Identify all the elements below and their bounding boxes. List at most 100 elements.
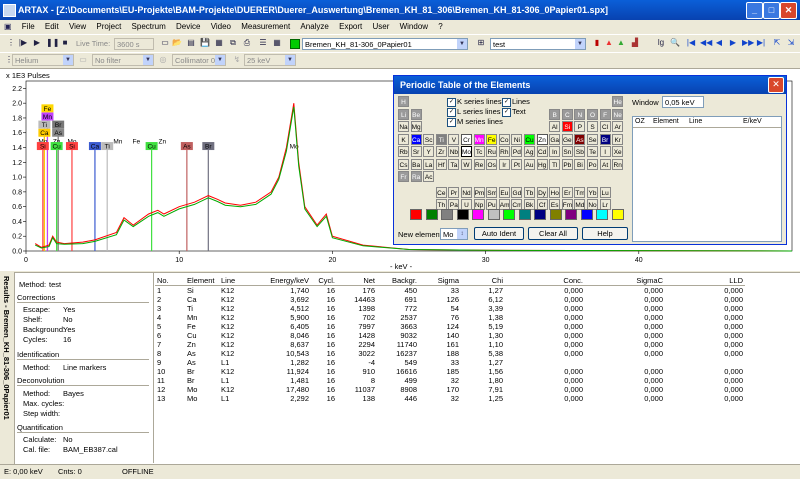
results-col-header[interactable]: Chi bbox=[461, 276, 505, 286]
table-row[interactable]: 4 Mn K12 5,900 16 702 2537 76 1,38 0,000 0,000 0,00… bbox=[155, 313, 745, 322]
next-icon[interactable]: ▶ bbox=[729, 38, 737, 47]
element-zr[interactable]: Zr bbox=[435, 146, 447, 157]
results-col-header[interactable]: No. bbox=[155, 276, 185, 286]
menu-analyze[interactable]: Analyze bbox=[300, 22, 329, 31]
element-mg[interactable]: Mg bbox=[410, 121, 422, 132]
spectrum-chart[interactable]: x 1E3 Pulses - keV - 0.0 0.2 0.4 0.6 0.8 1.0 1… bbox=[0, 69, 800, 271]
menu-view[interactable]: View bbox=[68, 22, 87, 31]
element-cd[interactable]: Cd bbox=[536, 146, 548, 157]
element-y[interactable]: Y bbox=[423, 146, 435, 157]
element-al[interactable]: Al bbox=[549, 121, 561, 132]
table-row[interactable]: 11 Br L1 1,481 16 8 499 32 1,80 0,000 0,000 0,000 bbox=[155, 376, 745, 385]
element-n[interactable]: N bbox=[574, 108, 586, 120]
element-f[interactable]: F bbox=[599, 108, 611, 120]
element-br[interactable]: Br bbox=[599, 133, 611, 145]
zoom-icon[interactable]: 🔍 bbox=[670, 38, 680, 47]
open-icon[interactable]: ▤ bbox=[187, 38, 195, 47]
results-col-header[interactable]: Backgr. bbox=[377, 276, 419, 286]
color-swatch[interactable] bbox=[565, 209, 577, 220]
element-ar[interactable]: Ar bbox=[612, 121, 624, 132]
color-swatch[interactable] bbox=[456, 209, 469, 220]
element-xe[interactable]: Xe bbox=[612, 146, 624, 157]
color-swatch[interactable] bbox=[503, 209, 515, 220]
expand-icon[interactable]: ⇱ bbox=[773, 38, 781, 47]
element-i[interactable]: I bbox=[599, 146, 611, 157]
print-icon[interactable]: ⎙ bbox=[243, 38, 251, 47]
element-rb[interactable]: Rb bbox=[398, 146, 409, 157]
element-gd[interactable]: Gd bbox=[511, 186, 523, 198]
color-swatch[interactable] bbox=[472, 209, 484, 220]
element-p[interactable]: P bbox=[574, 121, 586, 132]
element-s[interactable]: S bbox=[587, 121, 598, 132]
element-ne[interactable]: Ne bbox=[612, 108, 624, 120]
results-side-tab[interactable]: Results - Bremen_KH_81-306_0Papier01 bbox=[0, 272, 15, 464]
element-ta[interactable]: Ta bbox=[448, 158, 460, 170]
element-sm[interactable]: Sm bbox=[486, 186, 498, 198]
element-cr[interactable]: Cr bbox=[461, 133, 472, 145]
element-re[interactable]: Re bbox=[473, 158, 485, 170]
element-ir[interactable]: Ir bbox=[498, 158, 510, 170]
element-b[interactable]: B bbox=[549, 108, 561, 120]
close-button[interactable]: ✕ bbox=[780, 2, 797, 19]
menu-user[interactable]: User bbox=[372, 22, 390, 31]
results-col-header[interactable]: Element bbox=[185, 276, 219, 286]
color-swatch[interactable] bbox=[596, 209, 608, 220]
element-hg[interactable]: Hg bbox=[536, 158, 548, 170]
element-no[interactable]: No bbox=[587, 199, 598, 210]
element-la[interactable]: La bbox=[423, 158, 435, 170]
results-col-header[interactable]: Line bbox=[219, 276, 259, 286]
play-icon[interactable]: ▶ bbox=[33, 38, 41, 47]
stop-icon[interactable]: ■ bbox=[62, 38, 68, 47]
results-table[interactable]: No. Element Line Energy/keV Cycl. Net Backgr. S… bbox=[155, 276, 745, 403]
element-eu[interactable]: Eu bbox=[498, 186, 510, 198]
last-icon[interactable]: ▶| bbox=[756, 38, 766, 47]
element-ca[interactable]: Ca bbox=[410, 133, 422, 145]
element-sr[interactable]: Sr bbox=[410, 146, 422, 157]
color-swatch[interactable] bbox=[518, 209, 531, 220]
element-as[interactable]: As bbox=[574, 133, 586, 145]
grid-icon[interactable]: ▦ bbox=[273, 38, 281, 47]
prev-fast-icon[interactable]: ◀◀ bbox=[700, 38, 713, 47]
table-row[interactable]: 9 As L1 1,282 16 -4 549 33 1,27 bbox=[155, 358, 745, 367]
element-kr[interactable]: Kr bbox=[612, 133, 624, 145]
lines-checkbox[interactable]: ✓ bbox=[502, 98, 511, 107]
element-ra[interactable]: Ra bbox=[410, 171, 422, 182]
save-icon[interactable]: 💾 bbox=[200, 38, 210, 47]
project-select[interactable]: test ▼ bbox=[490, 38, 586, 50]
element-au[interactable]: Au bbox=[524, 158, 535, 170]
m-series-checkbox[interactable]: ✓ bbox=[447, 118, 456, 127]
voltage-select[interactable]: 25 keV ▼ bbox=[244, 54, 296, 66]
element-ti[interactable]: Ti bbox=[435, 133, 447, 145]
col-oz[interactable]: OZ bbox=[635, 118, 645, 125]
element-cl[interactable]: Cl bbox=[599, 121, 611, 132]
table-row[interactable]: 13 Mo L1 2,292 16 138 446 32 1,25 0,000 0,000 0,000 bbox=[155, 394, 745, 403]
help-button[interactable]: Help bbox=[582, 227, 628, 240]
color-swatch[interactable] bbox=[534, 209, 546, 220]
save-all-icon[interactable]: ▦ bbox=[215, 38, 223, 47]
element-pm[interactable]: Pm bbox=[473, 186, 485, 198]
element-lu[interactable]: Lu bbox=[599, 186, 611, 198]
shrink-icon[interactable]: ⇲ bbox=[787, 38, 795, 47]
collimator-select[interactable]: Collimator 0.200 ▼ bbox=[172, 54, 226, 66]
auto-ident-button[interactable]: Auto Ident bbox=[474, 227, 524, 240]
color-swatch[interactable] bbox=[410, 209, 422, 220]
element-sn[interactable]: Sn bbox=[561, 146, 573, 157]
color-swatch[interactable] bbox=[549, 209, 562, 220]
color-swatch[interactable] bbox=[425, 209, 438, 220]
element-cs[interactable]: Cs bbox=[398, 158, 409, 170]
maximize-button[interactable]: □ bbox=[763, 2, 780, 19]
spectrum-type-icon[interactable]: ▟ bbox=[631, 38, 639, 47]
window-input[interactable]: 0,05 keV bbox=[662, 96, 704, 108]
element-hf[interactable]: Hf bbox=[435, 158, 447, 170]
play-start-icon[interactable]: |▶ bbox=[18, 38, 28, 47]
spectrum-select[interactable]: Bremen_KH_81-306_0Papier01 ▼ bbox=[302, 38, 468, 50]
element-ru[interactable]: Ru bbox=[486, 146, 498, 157]
results-col-header[interactable]: Conc. bbox=[505, 276, 585, 286]
element-si[interactable]: Si bbox=[561, 121, 573, 132]
menu-device[interactable]: Device bbox=[176, 22, 201, 31]
element-pt[interactable]: Pt bbox=[511, 158, 523, 170]
minimize-button[interactable]: _ bbox=[746, 2, 763, 19]
results-col-header[interactable]: Cycl. bbox=[311, 276, 337, 286]
element-pa[interactable]: Pa bbox=[448, 199, 460, 210]
element-md[interactable]: Md bbox=[574, 199, 586, 210]
